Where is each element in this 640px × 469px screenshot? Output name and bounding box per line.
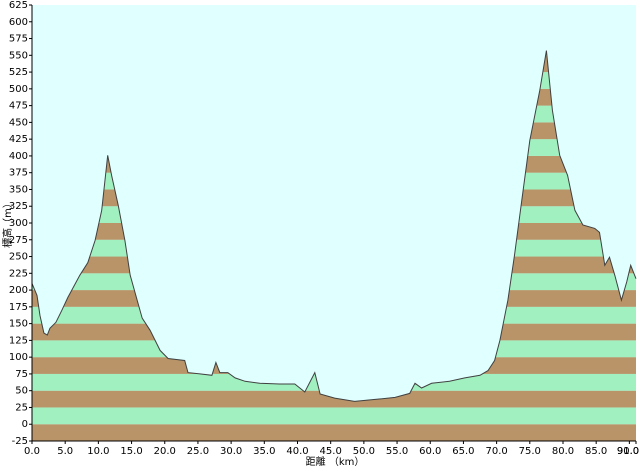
band <box>32 390 636 408</box>
y-tick-label: 550 <box>9 50 28 61</box>
x-tick-label: 5.0 <box>57 446 73 457</box>
y-tick-label: 50 <box>15 386 28 397</box>
y-tick-label: 350 <box>9 184 28 195</box>
x-tick-label: 80.0 <box>552 446 574 457</box>
x-tick-label: 20.0 <box>154 446 176 457</box>
y-tick-label: 450 <box>9 117 28 128</box>
elevation-line <box>31 50 637 402</box>
x-tick-label: 30.0 <box>220 446 242 457</box>
x-tick-label: 10.0 <box>87 446 109 457</box>
y-tick-label: 225 <box>9 268 28 279</box>
y-tick-label: 425 <box>9 134 28 145</box>
x-tick-label: 15.0 <box>120 446 142 457</box>
y-axis-title: 標高（m） <box>1 198 14 248</box>
y-tick-label: 25 <box>15 402 28 413</box>
x-tick-label: 45.0 <box>320 446 342 457</box>
x-tick-label: 65.0 <box>452 446 474 457</box>
x-tick-label: 85.0 <box>585 446 607 457</box>
x-tick-label: 75.0 <box>519 446 541 457</box>
y-tick-label: 175 <box>9 302 28 313</box>
y-tick-label: 600 <box>9 17 28 28</box>
band <box>32 424 636 441</box>
x-tick-label: 60.0 <box>419 446 441 457</box>
x-axis-title: 距離 （km） <box>306 455 365 468</box>
x-tick-label: 50.0 <box>353 446 375 457</box>
x-tick-label: 91.0 <box>617 446 639 457</box>
y-tick-label: 475 <box>9 101 28 112</box>
y-tick-label: 625 <box>9 0 28 11</box>
x-tick-label: 90.0 <box>617 446 639 457</box>
y-tick-label: 75 <box>15 369 28 380</box>
y-tick-label: 525 <box>9 67 28 78</box>
y-tick-label: 400 <box>9 151 28 162</box>
y-tick-label: 375 <box>9 168 28 179</box>
y-tick-label: 500 <box>9 84 28 95</box>
y-tick-label: 125 <box>9 335 28 346</box>
y-tick-label: 150 <box>9 319 28 330</box>
x-tick-label: 0.0 <box>24 446 40 457</box>
x-tick-label: 55.0 <box>386 446 408 457</box>
y-tick-label: 200 <box>9 285 28 296</box>
y-tick-label: 575 <box>9 34 28 45</box>
x-tick-label: 70.0 <box>485 446 507 457</box>
x-tick-label: 35.0 <box>253 446 275 457</box>
y-tick-label: 300 <box>9 218 28 229</box>
y-tick-label: 250 <box>9 252 28 263</box>
y-tick-label: 325 <box>9 201 28 212</box>
band <box>32 407 636 425</box>
y-tick-label: -25 <box>12 436 28 447</box>
y-tick-label: 100 <box>9 352 28 363</box>
x-tick-label: 25.0 <box>187 446 209 457</box>
y-tick-label: 275 <box>9 235 28 246</box>
y-tick-label: 0 <box>22 419 28 430</box>
x-tick-label: 40.0 <box>286 446 308 457</box>
